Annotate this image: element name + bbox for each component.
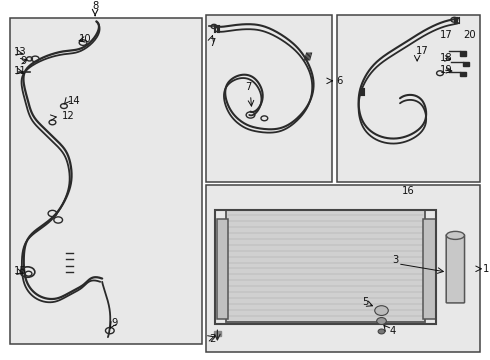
- Circle shape: [377, 318, 386, 324]
- Text: 13: 13: [14, 48, 27, 57]
- Text: 6: 6: [336, 76, 343, 86]
- Text: 12: 12: [62, 111, 75, 121]
- Bar: [460, 51, 466, 56]
- Text: 2: 2: [209, 334, 216, 344]
- Text: 15: 15: [14, 266, 27, 276]
- Bar: [206, 15, 332, 182]
- Text: 20: 20: [463, 30, 475, 40]
- Text: 19: 19: [440, 65, 453, 75]
- Text: 17: 17: [416, 46, 428, 57]
- Circle shape: [378, 329, 385, 334]
- Text: 17: 17: [440, 30, 453, 40]
- Text: 1: 1: [483, 264, 489, 274]
- Text: 9: 9: [20, 55, 26, 66]
- Text: 3: 3: [392, 256, 399, 265]
- Text: 10: 10: [79, 34, 92, 44]
- Text: 7: 7: [209, 38, 215, 48]
- Text: 18: 18: [440, 53, 453, 63]
- Bar: [225, 210, 425, 322]
- Bar: [206, 185, 480, 352]
- FancyBboxPatch shape: [446, 235, 465, 303]
- Bar: [215, 210, 436, 324]
- Text: 9: 9: [112, 319, 118, 328]
- Text: 5: 5: [363, 297, 369, 307]
- Bar: [337, 15, 480, 182]
- Ellipse shape: [446, 231, 465, 239]
- Bar: [218, 219, 228, 319]
- Text: 11: 11: [14, 66, 27, 76]
- Bar: [422, 219, 436, 319]
- Bar: [463, 62, 468, 66]
- Text: 16: 16: [402, 186, 415, 196]
- Circle shape: [375, 306, 388, 315]
- Text: 14: 14: [68, 96, 80, 106]
- Bar: [460, 72, 466, 76]
- Text: 7: 7: [245, 82, 251, 91]
- Text: 8: 8: [92, 1, 98, 10]
- Bar: [10, 18, 201, 344]
- Bar: [214, 332, 221, 336]
- Text: 4: 4: [390, 326, 396, 336]
